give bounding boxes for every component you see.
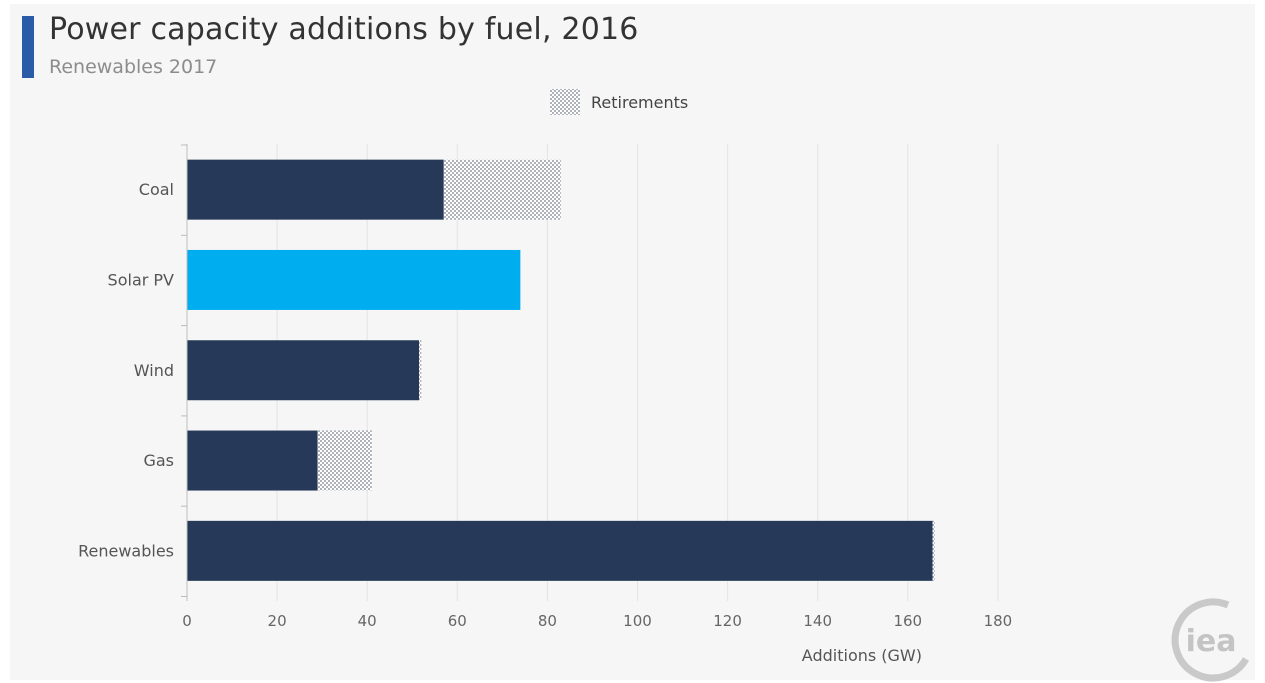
y-category-label: Coal — [139, 180, 174, 199]
x-tick-label: 180 — [984, 612, 1013, 630]
legend-swatch-retirements — [550, 89, 580, 115]
bar-additions — [187, 249, 521, 310]
x-tick-label: 60 — [448, 612, 467, 630]
x-tick-label: 40 — [358, 612, 377, 630]
chart-title: Power capacity additions by fuel, 2016 — [49, 12, 639, 47]
x-tick-label: 0 — [182, 612, 192, 630]
bar-retirements — [317, 430, 372, 491]
x-tick-label: 20 — [268, 612, 287, 630]
bar-additions — [187, 340, 420, 401]
x-tick-label: 160 — [893, 612, 922, 630]
title-accent-bar — [22, 16, 34, 78]
bar-retirements — [419, 340, 422, 401]
x-tick-label: 120 — [713, 612, 742, 630]
bar-retirements — [932, 520, 935, 581]
bar-additions — [187, 430, 318, 491]
y-category-label: Wind — [134, 361, 174, 380]
logo-text: iea — [1186, 624, 1237, 659]
x-tick-label: 100 — [623, 612, 652, 630]
x-axis-title: Additions (GW) — [802, 646, 922, 665]
chart-subtitle: Renewables 2017 — [49, 56, 218, 78]
y-category-label: Solar PV — [108, 270, 175, 289]
x-tick-label: 140 — [803, 612, 832, 630]
legend-label-retirements: Retirements — [591, 93, 688, 112]
iea-logo: iea — [1171, 598, 1250, 682]
bar-additions — [187, 159, 444, 220]
y-category-label: Renewables — [78, 541, 174, 560]
y-category-label: Gas — [143, 451, 174, 470]
bar-additions — [187, 520, 933, 581]
x-tick-label: 80 — [538, 612, 557, 630]
bar-retirements — [443, 159, 561, 220]
